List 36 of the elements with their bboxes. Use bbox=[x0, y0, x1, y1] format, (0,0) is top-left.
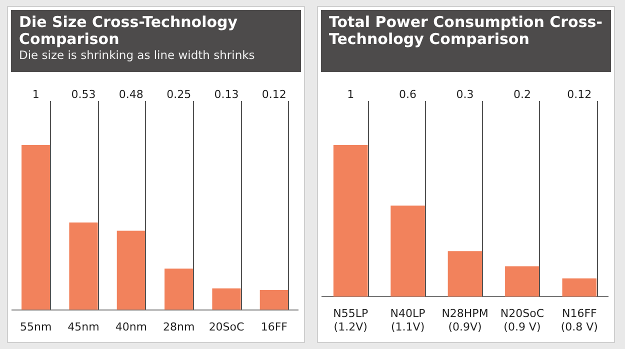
data-label: 1 bbox=[32, 88, 40, 101]
data-label: 0.3 bbox=[456, 88, 474, 101]
bar bbox=[22, 145, 50, 310]
x-tick-label: N16FF (0.8 V) bbox=[560, 307, 598, 334]
data-label: 0.25 bbox=[166, 88, 192, 101]
x-tick-label: 45nm bbox=[68, 320, 100, 334]
data-label: 0.48 bbox=[118, 88, 144, 101]
x-tick-label: N40LP (1.1V) bbox=[390, 307, 426, 334]
bar bbox=[116, 230, 146, 310]
data-label: 0.53 bbox=[71, 88, 96, 101]
x-tick-label: 40nm bbox=[115, 320, 148, 334]
bar bbox=[164, 268, 194, 310]
bar bbox=[448, 251, 482, 297]
bar bbox=[333, 145, 368, 297]
x-tick-label: N55LP (1.2V) bbox=[333, 307, 368, 334]
chart-title: Total Power Consumption Cross-Technology Comparison bbox=[329, 13, 603, 48]
bar bbox=[69, 222, 98, 310]
x-tick-label: 55nm bbox=[20, 320, 52, 334]
data-label: 0.12 bbox=[567, 88, 592, 101]
x-tick-label: N28HPM (0.9V) bbox=[442, 307, 488, 334]
bar bbox=[260, 290, 288, 310]
data-label: 0.13 bbox=[214, 88, 239, 101]
bar bbox=[212, 288, 241, 310]
x-tick-label: N20SoC (0.9 V) bbox=[500, 307, 544, 334]
data-label: 0.2 bbox=[513, 88, 531, 101]
bar bbox=[562, 278, 597, 297]
bar bbox=[505, 266, 540, 297]
chart-title: Die Size Cross-Technology Comparison bbox=[19, 13, 239, 48]
x-tick-label: 20SoC bbox=[208, 320, 245, 334]
x-tick-label: 16FF bbox=[260, 320, 288, 334]
data-label: 0.6 bbox=[399, 88, 417, 101]
data-label: 1 bbox=[347, 88, 354, 101]
chart-subtitle: Die size is shrinking as line width shrinks bbox=[19, 48, 256, 63]
bar bbox=[390, 206, 425, 297]
x-tick-label: 28nm bbox=[162, 320, 195, 334]
data-label: 0.12 bbox=[262, 88, 286, 101]
